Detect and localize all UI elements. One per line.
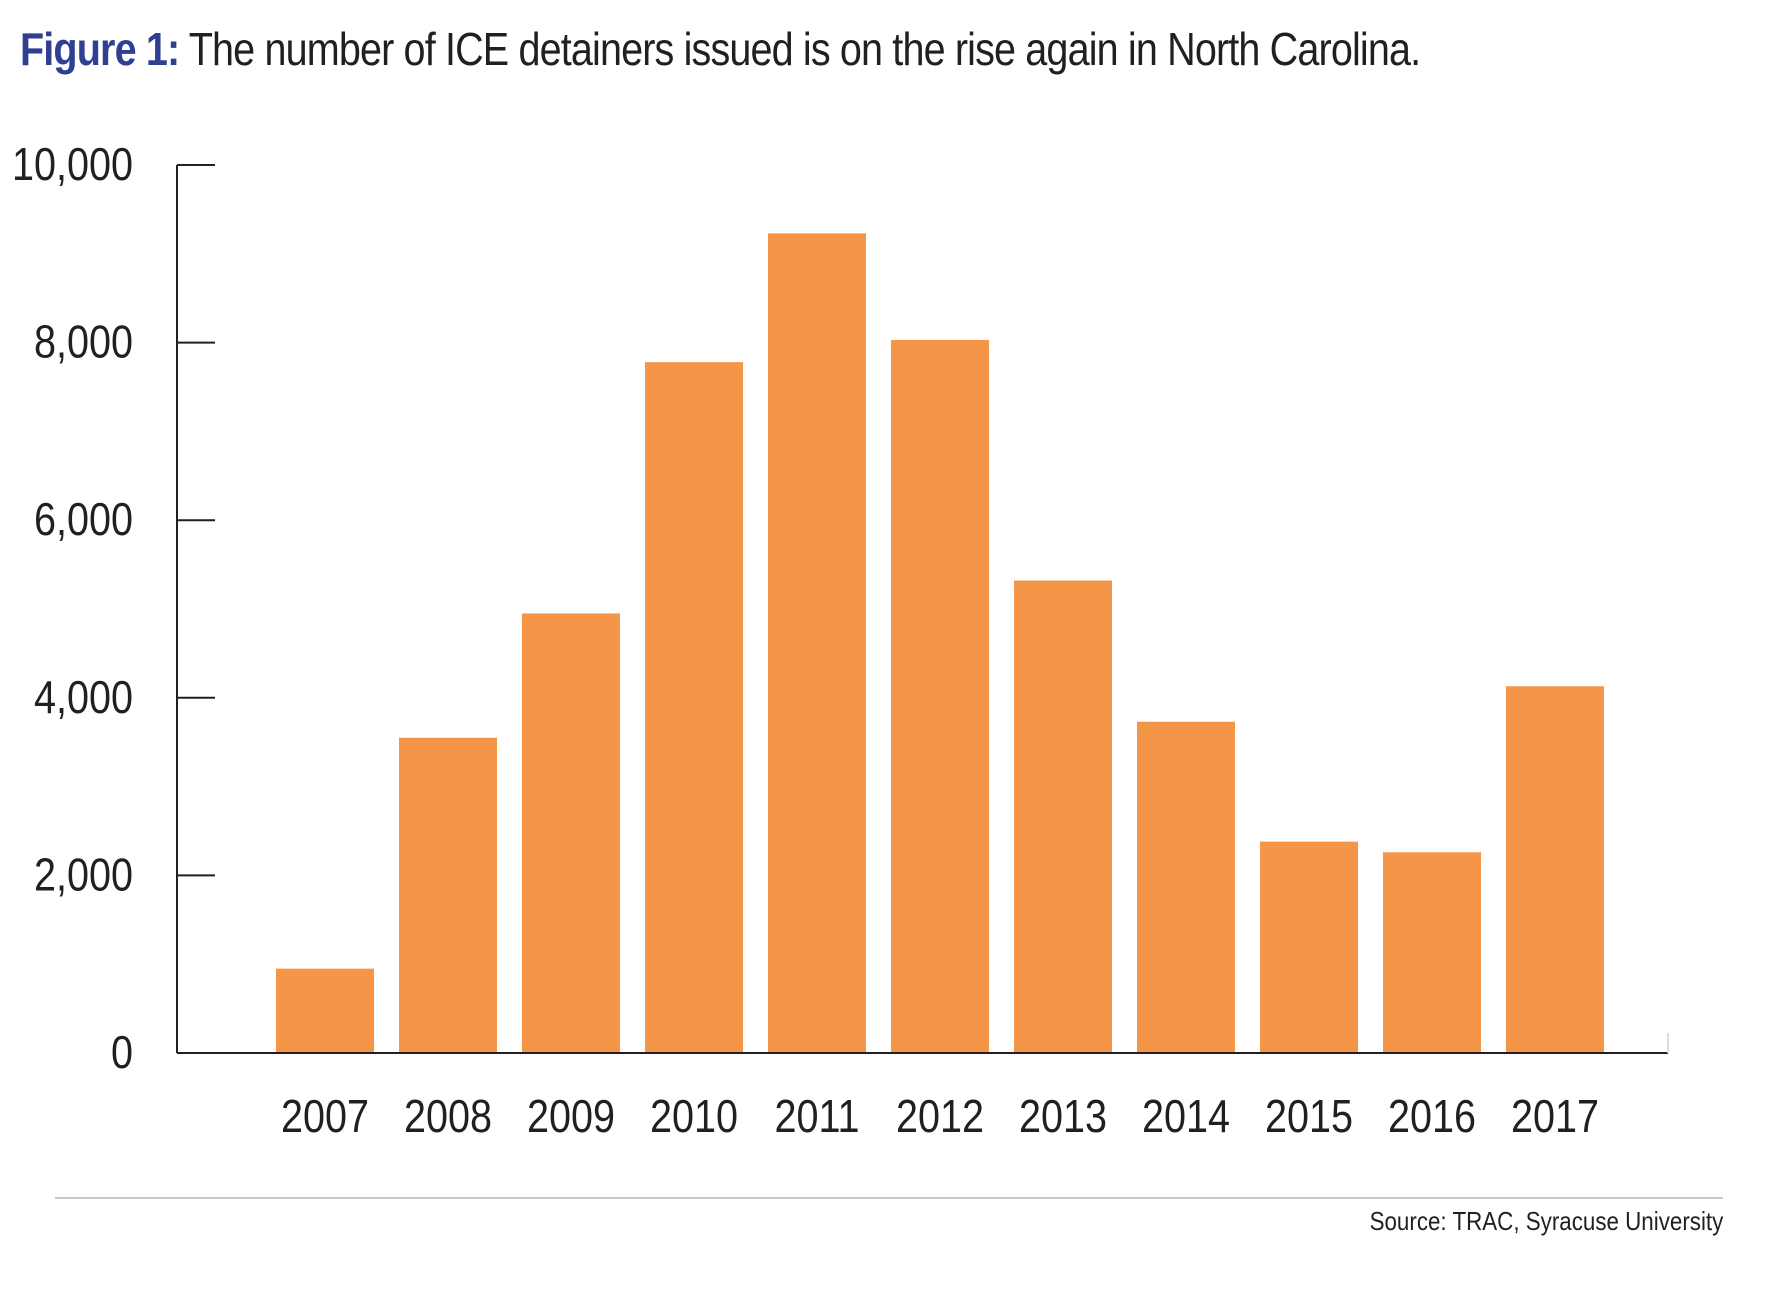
x-tick-label: 2013 (1019, 1091, 1107, 1142)
bar-2009 (522, 613, 620, 1053)
bar-2010 (645, 362, 743, 1053)
source-note: Source: TRAC, Syracuse University (1369, 1206, 1723, 1236)
y-tick-label: 4,000 (34, 672, 133, 723)
x-tick-label: 2012 (896, 1091, 984, 1142)
y-tick-label: 6,000 (34, 494, 133, 545)
x-tick-label: 2011 (774, 1091, 859, 1142)
bar-chart: 0 2,000 4,000 6,000 8,000 10,000 2007 2008 2009… (12, 139, 1669, 1143)
y-tick-label: 0 (111, 1027, 133, 1078)
bar-2007 (276, 968, 374, 1053)
bar-2017 (1506, 686, 1604, 1053)
y-tick-label: 8,000 (34, 317, 133, 368)
y-tick-label: 10,000 (12, 139, 133, 190)
y-axis: 0 2,000 4,000 6,000 8,000 10,000 (12, 139, 215, 1079)
bar-2014 (1137, 721, 1235, 1053)
x-tick-label: 2009 (527, 1091, 615, 1142)
bar-2011 (768, 233, 866, 1054)
chart-title: Figure 1: The number of ICE detainers is… (20, 22, 1421, 76)
x-tick-label: 2015 (1265, 1091, 1353, 1142)
x-tick-label: 2007 (281, 1091, 369, 1142)
x-axis: 2007 2008 2009 2010 2011 2012 2013 2014 2015 2016… (177, 1033, 1669, 1143)
x-tick-label: 2010 (650, 1091, 738, 1142)
y-tick-label: 2,000 (34, 850, 133, 901)
figure-label: Figure 1: (20, 23, 180, 75)
footer-divider (55, 1197, 1723, 1199)
bar-2013 (1014, 580, 1112, 1053)
x-tick-label: 2008 (404, 1091, 492, 1142)
bars (276, 233, 1604, 1054)
bar-2015 (1260, 841, 1358, 1053)
bar-2012 (891, 339, 989, 1053)
x-tick-label: 2017 (1511, 1091, 1599, 1142)
chart-title-text: The number of ICE detainers issued is on… (188, 23, 1421, 75)
bar-2008 (399, 737, 497, 1053)
bar-2016 (1383, 852, 1481, 1053)
x-tick-label: 2016 (1388, 1091, 1476, 1142)
x-tick-label: 2014 (1142, 1091, 1230, 1142)
